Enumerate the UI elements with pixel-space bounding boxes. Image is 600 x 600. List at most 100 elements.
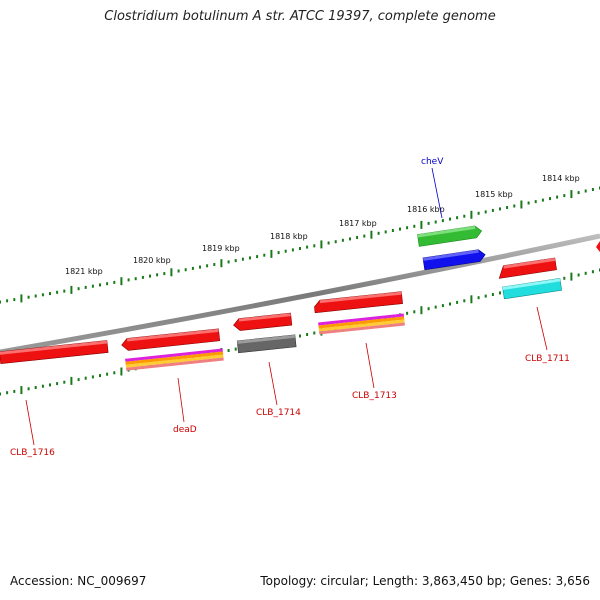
- inner-tick-80: [570, 272, 573, 281]
- inner-tick-69: [491, 293, 494, 296]
- inner-tick-4: [27, 387, 30, 391]
- inner-tick-8: [56, 382, 59, 386]
- leader-clb-1711: [536, 306, 548, 351]
- outer-tick-5: [34, 294, 37, 298]
- outer-tick-23: [163, 272, 166, 276]
- gene-edge-right[interactable]: [596, 241, 600, 252]
- genome-summary-text: Topology: circular; Length: 3,863,450 bp…: [260, 574, 590, 588]
- outer-tick-59: [420, 220, 423, 229]
- inner-tick-1: [6, 391, 9, 395]
- outer-tick-75: [534, 200, 537, 204]
- outer-tick-72: [513, 204, 516, 208]
- label-clb-1711[interactable]: CLB_1711: [525, 354, 570, 364]
- outer-tick-50: [356, 236, 359, 239]
- gene-dead-group[interactable]: [121, 328, 224, 371]
- gene-clb1714-group[interactable]: [233, 312, 297, 354]
- kbp-label-1818: 1818 kbp: [270, 232, 308, 241]
- gene-chev-group[interactable]: [417, 225, 486, 271]
- outer-tick-32: [227, 260, 230, 264]
- outer-tick-54: [384, 230, 387, 234]
- kbp-label-1820: 1820 kbp: [133, 256, 171, 265]
- outer-tick-43: [306, 245, 309, 249]
- inner-tick-65: [463, 299, 466, 303]
- inner-tick-67: [477, 296, 480, 300]
- inner-tick-5: [34, 386, 37, 389]
- outer-tick-56: [399, 227, 401, 231]
- inner-tick-81: [577, 273, 580, 277]
- outer-tick-36: [256, 255, 259, 259]
- label-dead[interactable]: deaD: [173, 425, 197, 435]
- inner-tick-16: [113, 371, 116, 375]
- gene-clb1716-group[interactable]: [0, 340, 109, 365]
- label-clb-1716[interactable]: CLB_1716: [10, 448, 55, 458]
- outer-tick-16: [113, 280, 116, 284]
- outer-tick-33: [234, 259, 237, 263]
- outer-tick-19: [134, 277, 137, 281]
- label-chev[interactable]: cheV: [421, 157, 444, 167]
- outer-tick-73: [520, 200, 523, 209]
- outer-tick-28: [199, 265, 201, 269]
- inner-tick-68: [484, 294, 487, 298]
- outer-tick-ring: [0, 186, 600, 304]
- outer-tick-70: [499, 207, 501, 211]
- outer-tick-51: [363, 234, 366, 238]
- inner-tick-64: [456, 300, 459, 304]
- outer-tick-14: [99, 283, 101, 287]
- inner-tick-14: [99, 374, 101, 378]
- inner-tick-10: [70, 376, 73, 385]
- inner-tick-13: [91, 375, 94, 379]
- outer-tick-82: [584, 189, 587, 193]
- outer-tick-12: [84, 285, 87, 289]
- gene-clb1713-group[interactable]: [314, 291, 405, 335]
- outer-tick-68: [484, 210, 487, 214]
- label-clb-1713[interactable]: CLB_1713: [352, 391, 397, 401]
- outer-tick-57: [406, 226, 409, 230]
- inner-tick-60: [427, 307, 430, 311]
- outer-tick-60: [427, 221, 430, 225]
- outer-tick-47: [334, 240, 337, 244]
- outer-tick-3: [20, 294, 23, 303]
- leader-dead: [177, 377, 185, 423]
- outer-tick-35: [249, 256, 251, 260]
- outer-tick-58: [413, 224, 416, 228]
- inner-tick-58: [413, 310, 416, 314]
- outer-tick-61: [434, 220, 437, 224]
- outer-tick-11: [77, 287, 80, 291]
- inner-tick-12: [84, 376, 87, 380]
- leader-clb-1714: [268, 361, 278, 406]
- outer-tick-18: [127, 278, 130, 282]
- kbp-label-1816: 1816 kbp: [407, 205, 445, 214]
- outer-tick-1: [6, 299, 9, 303]
- kbp-label-1821: 1821 kbp: [65, 267, 103, 276]
- outer-tick-25: [177, 269, 180, 273]
- outer-tick-41: [291, 248, 294, 252]
- outer-tick-74: [527, 201, 530, 205]
- outer-tick-31: [220, 259, 223, 268]
- kbp-label-1814: 1814 kbp: [542, 174, 580, 183]
- leader-clb-1716: [25, 399, 35, 446]
- outer-tick-71: [506, 206, 509, 209]
- outer-tick-9: [63, 289, 66, 293]
- accession-text: Accession: NC_009697: [10, 574, 147, 588]
- label-clb-1714[interactable]: CLB_1714: [256, 408, 301, 418]
- inner-tick-82: [584, 271, 587, 275]
- inner-tick-11: [77, 378, 80, 382]
- outer-tick-62: [441, 219, 444, 223]
- outer-tick-7: [49, 292, 51, 296]
- outer-tick-64: [456, 216, 459, 220]
- outer-tick-63: [449, 217, 451, 221]
- outer-tick-77: [549, 197, 551, 201]
- inner-tick-42: [299, 334, 301, 338]
- inner-tick-83: [591, 270, 594, 274]
- inner-tick-79: [563, 276, 566, 280]
- outer-tick-17: [120, 277, 123, 286]
- outer-tick-80: [570, 190, 573, 199]
- outer-tick-44: [313, 244, 316, 248]
- inner-tick-62: [441, 304, 444, 308]
- inner-tick-6: [41, 384, 44, 388]
- outer-tick-6: [41, 293, 44, 297]
- gene-clb1711-group[interactable]: [497, 257, 563, 300]
- kbp-label-1815: 1815 kbp: [475, 190, 513, 199]
- inner-tick-44: [313, 331, 316, 335]
